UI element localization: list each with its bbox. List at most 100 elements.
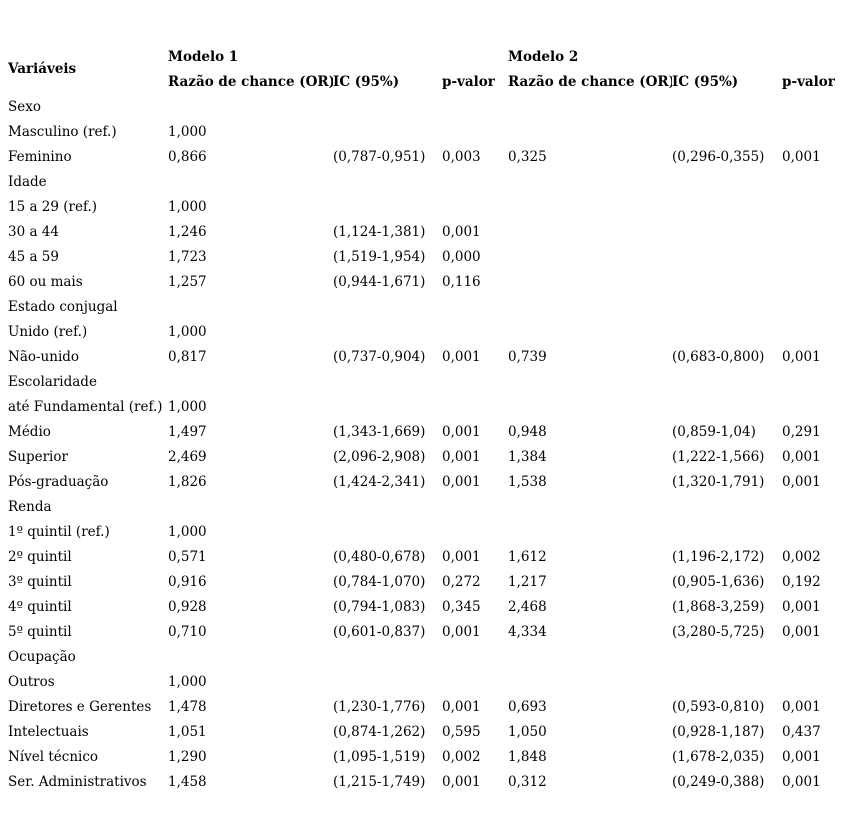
cell-m1-ic: (2,096-2,908) <box>333 448 426 465</box>
table-row: 60 ou mais 1,257 (0,944-1,671) 0,116 <box>8 269 846 294</box>
table-row: Superior 2,469 (2,096-2,908) 0,001 1,384 (1,2… <box>8 444 846 469</box>
table-row: Ser. Administrativos 1,458 (1,215-1,749) 0,… <box>8 769 846 794</box>
cell-m1-ic <box>333 494 442 519</box>
cell-m2-or <box>508 219 672 244</box>
cell-m1-ic <box>333 394 442 419</box>
table-row: 2º quintil 0,571 (0,480-0,678) 0,001 1,612 (1… <box>8 544 846 569</box>
cell-m1-or: 0,916 <box>168 573 207 590</box>
cell-m1-ic: (0,601-0,837) <box>333 623 426 640</box>
cell-m2-ic <box>672 219 782 244</box>
cell-m1-p: 0,116 <box>442 273 481 290</box>
col-header-m1-ic: IC (95%) <box>333 73 400 90</box>
cell-m2-p <box>782 319 846 344</box>
cell-m1-or: 1,723 <box>168 248 207 265</box>
cell-m1-p <box>442 644 508 669</box>
cell-variable: 60 ou mais <box>8 273 83 290</box>
cell-variable: 15 a 29 (ref.) <box>8 198 98 215</box>
cell-m1-ic: (0,480-0,678) <box>333 548 426 565</box>
cell-m2-p: 0,001 <box>782 623 821 640</box>
cell-m1-ic: (1,343-1,669) <box>333 423 426 440</box>
cell-variable: 2º quintil <box>8 548 72 565</box>
cell-m2-or: 0,312 <box>508 773 547 790</box>
cell-variable: Não-unido <box>8 348 80 365</box>
col-header-model1: Modelo 1 <box>168 48 239 65</box>
cell-m1-ic: (1,230-1,776) <box>333 698 426 715</box>
cell-m2-p: 0,001 <box>782 748 821 765</box>
cell-m2-ic: (1,678-2,035) <box>672 748 765 765</box>
cell-variable: Ser. Administrativos <box>8 773 147 790</box>
cell-variable: 1º quintil (ref.) <box>8 523 110 540</box>
cell-variable: 5º quintil <box>8 623 72 640</box>
col-header-m2-or: Razão de chance (OR) <box>508 73 673 90</box>
cell-m2-or <box>508 519 672 544</box>
cell-m2-ic <box>672 494 782 519</box>
table-row: 5º quintil 0,710 (0,601-0,837) 0,001 4,334 (3… <box>8 619 846 644</box>
cell-variable: Médio <box>8 423 51 440</box>
section-row: Estado conjugal <box>8 294 846 319</box>
cell-m2-ic: (0,905-1,636) <box>672 573 765 590</box>
cell-m1-p <box>442 94 508 119</box>
cell-m1-ic <box>333 294 442 319</box>
table-row: Intelectuais 1,051 (0,874-1,262) 0,595 1,050… <box>8 719 846 744</box>
cell-variable: Superior <box>8 448 68 465</box>
cell-m2-or: 1,612 <box>508 548 547 565</box>
cell-m2-or <box>508 394 672 419</box>
cell-m2-ic: (0,683-0,800) <box>672 348 765 365</box>
cell-m2-p <box>782 269 846 294</box>
cell-m1-p: 0,001 <box>442 223 481 240</box>
cell-m2-or: 2,468 <box>508 598 547 615</box>
cell-m1-or <box>168 644 333 669</box>
cell-m2-ic <box>672 669 782 694</box>
cell-m2-ic <box>672 269 782 294</box>
cell-m2-ic: (0,859-1,04) <box>672 423 756 440</box>
cell-m2-ic <box>672 194 782 219</box>
cell-variable: até Fundamental (ref.) <box>8 398 163 415</box>
cell-m2-p <box>782 294 846 319</box>
cell-m1-p <box>442 369 508 394</box>
cell-m1-p: 0,345 <box>442 598 481 615</box>
cell-m2-p: 0,001 <box>782 698 821 715</box>
cell-m2-p: 0,001 <box>782 598 821 615</box>
cell-m1-p: 0,001 <box>442 623 481 640</box>
cell-variable: Intelectuais <box>8 723 89 740</box>
cell-m2-ic <box>672 294 782 319</box>
cell-m1-or: 0,817 <box>168 348 207 365</box>
cell-m1-ic: (0,784-1,070) <box>333 573 426 590</box>
cell-m2-or <box>508 319 672 344</box>
cell-variable: 30 a 44 <box>8 223 59 240</box>
cell-m1-or: 1,000 <box>168 123 207 140</box>
cell-m2-ic: (1,222-1,566) <box>672 448 765 465</box>
cell-m2-p <box>782 394 846 419</box>
cell-variable: Pós-graduação <box>8 473 109 490</box>
cell-m2-or: 1,050 <box>508 723 547 740</box>
cell-m2-ic <box>672 169 782 194</box>
cell-m1-or: 1,246 <box>168 223 207 240</box>
cell-variable: Outros <box>8 673 55 690</box>
cell-m1-ic <box>333 369 442 394</box>
cell-m2-p: 0,001 <box>782 348 821 365</box>
section-row: Idade <box>8 169 846 194</box>
cell-m1-or: 1,826 <box>168 473 207 490</box>
cell-variable: Ocupação <box>8 648 76 665</box>
table-row: Unido (ref.) 1,000 <box>8 319 846 344</box>
cell-m1-or: 0,571 <box>168 548 207 565</box>
cell-variable: Masculino (ref.) <box>8 123 117 140</box>
table-row: Outros 1,000 <box>8 669 846 694</box>
cell-m1-or: 0,928 <box>168 598 207 615</box>
cell-m1-ic <box>333 94 442 119</box>
cell-m2-or <box>508 119 672 144</box>
cell-m1-or: 0,866 <box>168 148 207 165</box>
cell-m2-ic <box>672 119 782 144</box>
cell-m1-p: 0,003 <box>442 148 481 165</box>
cell-m1-ic <box>333 669 442 694</box>
cell-m1-or <box>168 94 333 119</box>
cell-variable: Diretores e Gerentes <box>8 698 152 715</box>
cell-m1-p: 0,001 <box>442 698 481 715</box>
cell-m2-or: 0,325 <box>508 148 547 165</box>
cell-m1-p <box>442 294 508 319</box>
cell-m2-p <box>782 519 846 544</box>
cell-m2-p: 0,001 <box>782 773 821 790</box>
cell-m2-p <box>782 369 846 394</box>
cell-m2-or: 0,693 <box>508 698 547 715</box>
cell-m2-or <box>508 669 672 694</box>
